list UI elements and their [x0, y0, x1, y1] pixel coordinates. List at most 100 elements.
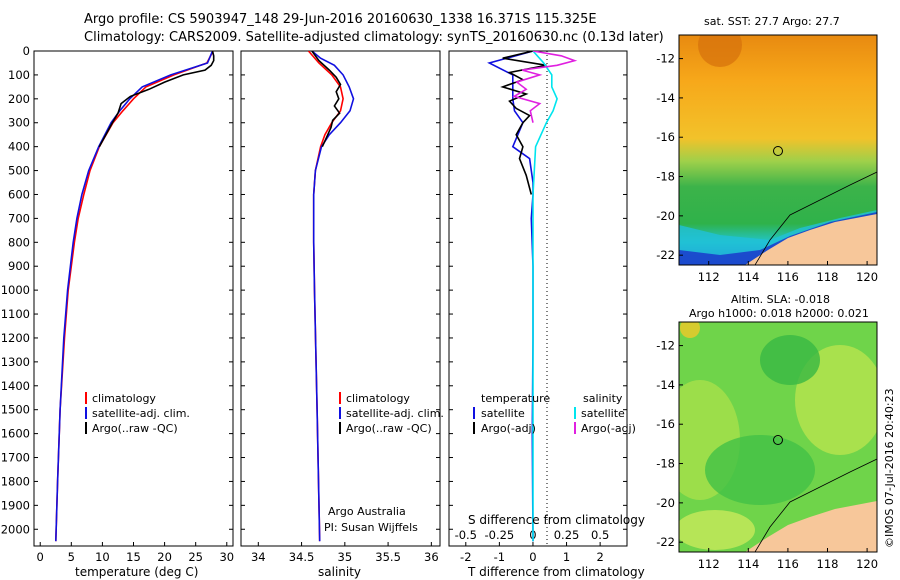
t-difference-xlabel: T difference from climatology — [467, 565, 645, 579]
header-line-2: Climatology: CARS2009. Satellite-adjuste… — [84, 30, 664, 45]
lat-tick-label: -16 — [656, 130, 675, 144]
y-tick-label: 1500 — [1, 403, 30, 417]
y-tick-label: 300 — [8, 116, 30, 130]
legend-label-t-satellite: satellite — [481, 407, 525, 420]
lat-tick-label: -22 — [656, 535, 675, 549]
s-tick-label: 0.5 — [591, 528, 609, 542]
temperature-plot-frame — [33, 50, 234, 547]
x-tick-label: 5 — [68, 550, 75, 564]
x-tick-label: 35.5 — [375, 550, 401, 564]
difference-series — [487, 51, 578, 542]
y-tick-label: 0 — [23, 44, 30, 58]
argo-position-marker — [773, 146, 783, 156]
y-tick-label: 1400 — [1, 379, 30, 393]
y-tick-label: 1300 — [1, 355, 30, 369]
sla-patch — [705, 435, 815, 505]
series-line-salinity-satellite — [532, 51, 558, 542]
s-tick-label: -0.5 — [455, 528, 477, 542]
x-tick-label: 34.5 — [289, 550, 315, 564]
y-tick-label: 1700 — [1, 451, 30, 465]
sla-map-frame — [678, 321, 878, 553]
legend-label-s-satellite: satellite — [581, 407, 625, 420]
lon-tick-label: 116 — [777, 270, 799, 284]
argo-australia-label: Argo Australia — [328, 505, 406, 518]
sla-map: Altim. SLA: -0.018 Argo h1000: 0.018 h20… — [656, 293, 878, 571]
difference-panel: -2 -1 0 1 2 -0.5 -0.25 0 0.25 0.5 S difference f… — [448, 50, 645, 579]
y-tick-label: 1900 — [1, 498, 30, 512]
difference-plot-frame — [448, 50, 628, 547]
x-tick-label: 35 — [338, 550, 353, 564]
x-tick-label: 30 — [219, 550, 234, 564]
land — [745, 214, 877, 265]
legend-label-t-argo: Argo(-adj) — [481, 422, 536, 435]
series-line-climatology — [55, 51, 214, 542]
x-tick-label: 0 — [529, 550, 536, 564]
series-line-temperature-argo-adj- — [500, 51, 547, 195]
lat-tick-label: -14 — [656, 91, 675, 105]
y-tick-label: 600 — [8, 187, 30, 201]
salinity-panel: 34 34.5 35 35.5 36 salinity climatology sate… — [240, 50, 444, 579]
lon-tick-label: 118 — [817, 270, 839, 284]
lat-tick-label: -22 — [656, 248, 675, 262]
x-tick-label: 2 — [596, 550, 603, 564]
s-tick-label: 0.25 — [554, 528, 580, 542]
header-line-1: Argo profile: CS 5903947_148 29-Jun-2016… — [84, 12, 597, 27]
x-tick-label: 34 — [251, 550, 266, 564]
lon-tick-label: 116 — [777, 557, 799, 571]
lon-tick-label: 114 — [737, 557, 759, 571]
y-tick-label: 1200 — [1, 331, 30, 345]
s-tick-label: -0.25 — [484, 528, 514, 542]
lon-tick-label: 118 — [817, 557, 839, 571]
lat-tick-label: -12 — [656, 339, 675, 353]
temperature-series — [55, 51, 215, 542]
salinity-series — [307, 51, 355, 542]
s-difference-axis: -0.5 -0.25 0 0.25 0.5 — [455, 528, 610, 542]
legend-label-argo: Argo(..raw -QC) — [92, 422, 178, 435]
sst-warm-patch — [698, 35, 742, 67]
lon-tick-label: 112 — [698, 557, 720, 571]
legend-label-argo: Argo(..raw -QC) — [346, 422, 432, 435]
sla-lat-axis: -12 -14 -16 -18 -20 -22 — [656, 339, 683, 549]
temperature-legend: climatology satellite-adj. clim. Argo(..… — [85, 392, 190, 435]
legend-label-climatology: climatology — [92, 392, 156, 405]
y-tick-label: 800 — [8, 235, 30, 249]
x-tick-label: 1 — [563, 550, 570, 564]
sla-lon-axis: 112 114 116 118 120 — [698, 548, 878, 571]
x-tick-label: 36 — [424, 550, 439, 564]
y-tick-label: 1100 — [1, 307, 30, 321]
series-line-temperature-satellite — [487, 51, 534, 542]
legend-label-satellite: satellite-adj. clim. — [346, 407, 444, 420]
sst-map-frame — [678, 34, 878, 266]
series-line-satellite-adj-clim- — [311, 51, 355, 542]
y-tick-label: 900 — [8, 259, 30, 273]
sst-map: sat. SST: 27.7 Argo: 27.7 112 114 116 118 12… — [656, 15, 878, 284]
pi-label: PI: Susan Wijffels — [324, 521, 418, 534]
lat-tick-label: -12 — [656, 52, 675, 66]
temperature-xlabel: temperature (deg C) — [75, 565, 198, 579]
y-tick-label: 2000 — [1, 522, 30, 536]
sst-lon-axis: 112 114 116 118 120 — [698, 261, 878, 284]
sla-map-title: Altim. SLA: -0.018 — [731, 293, 830, 306]
y-tick-label: 200 — [8, 92, 30, 106]
imos-credit: ©IMOS 07-Jul-2016 20:40:23 — [883, 388, 896, 548]
lon-tick-label: 120 — [856, 270, 878, 284]
legend-label-s-argo: Argo(-adj) — [581, 422, 636, 435]
sst-map-title: sat. SST: 27.7 Argo: 27.7 — [704, 15, 840, 28]
y-tick-label: 1000 — [1, 283, 30, 297]
x-tick-label: 20 — [157, 550, 172, 564]
y-tick-label: 1600 — [1, 427, 30, 441]
argo-position-marker — [773, 435, 783, 445]
x-tick-label: 10 — [95, 550, 110, 564]
depth-axis: 0 100 200 300 400 500 600 700 800 900 1000 1100 1200… — [1, 44, 233, 536]
bathymetry-contour — [754, 171, 877, 265]
salinity-x-axis: 34 34.5 35 35.5 36 — [251, 542, 439, 564]
y-tick-label: 400 — [8, 140, 30, 154]
sla-high-patch — [680, 322, 700, 338]
series-line-satellite-adj-clim- — [55, 51, 214, 542]
series-line-salinity-argo-adj- — [512, 51, 578, 123]
series-line-argo-raw-qc- — [311, 51, 342, 148]
salinity-depth-ticks — [241, 50, 440, 530]
x-tick-label: 25 — [188, 550, 203, 564]
salinity-plot-frame — [240, 50, 441, 547]
